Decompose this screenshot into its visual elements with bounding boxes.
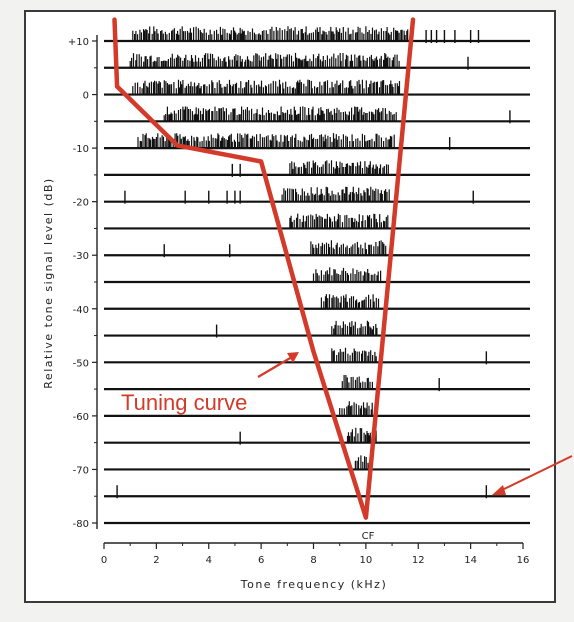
tuning-curve-line: [112, 17, 416, 520]
response-spikes: [132, 79, 401, 95]
y-tick-label: +10: [68, 37, 89, 48]
axes: +10 0 -10 -20 -30 -40 -50 -60 -70 -80 0 2 4 6 8 10 12 14 1…: [68, 35, 529, 566]
response-spikes: [339, 401, 373, 416]
response-spikes: [320, 294, 380, 309]
response-spikes: [331, 347, 377, 363]
y-tick-label: -10: [73, 144, 89, 155]
spontaneous-arrowhead: [492, 485, 506, 495]
x-tick-label: 0: [101, 555, 107, 566]
response-spikes: [163, 106, 397, 122]
y-tick-label: 0: [83, 91, 89, 102]
y-tick-label: -50: [73, 358, 89, 369]
y-tick-label: -30: [73, 251, 89, 262]
x-tick-label: 4: [206, 555, 212, 566]
y-tick-label: -60: [73, 412, 89, 423]
x-tick-label: 10: [360, 555, 373, 566]
x-tick-label: 8: [310, 555, 316, 566]
response-spikes: [289, 213, 389, 229]
figure-frame: [24, 10, 556, 603]
response-spikes: [310, 240, 387, 256]
x-tick-label: 16: [517, 555, 530, 566]
cf-label: CF: [362, 531, 375, 542]
x-tick-label: 12: [412, 555, 425, 566]
tuning-curve-annotation: Tuning curve: [121, 390, 247, 415]
response-spikes: [331, 320, 378, 336]
raster-traces: [104, 26, 530, 525]
y-tick-label: -20: [73, 198, 89, 209]
y-tick-label: -70: [73, 465, 89, 476]
response-spikes: [129, 52, 400, 68]
response-spikes: [281, 186, 390, 202]
x-tick-label: 6: [258, 555, 264, 566]
response-spikes: [137, 133, 395, 149]
response-spikes: [132, 26, 409, 41]
x-axis-label: Tone frequency (kHz): [240, 578, 387, 591]
annotation-arrow: [257, 356, 293, 378]
annotation-arrowhead: [287, 352, 299, 363]
response-spikes: [312, 267, 382, 282]
x-tick-label: 14: [464, 555, 477, 566]
y-tick-label: -80: [73, 519, 89, 530]
x-tick-label: 2: [153, 555, 159, 566]
response-spikes: [289, 160, 389, 175]
response-spikes: [341, 375, 373, 390]
y-axis-label: Relative tone signal level (dB): [42, 177, 55, 388]
spontaneous-arrow: [499, 455, 573, 492]
y-tick-label: -40: [73, 305, 89, 316]
tuning-curve-overlay: [112, 17, 573, 520]
